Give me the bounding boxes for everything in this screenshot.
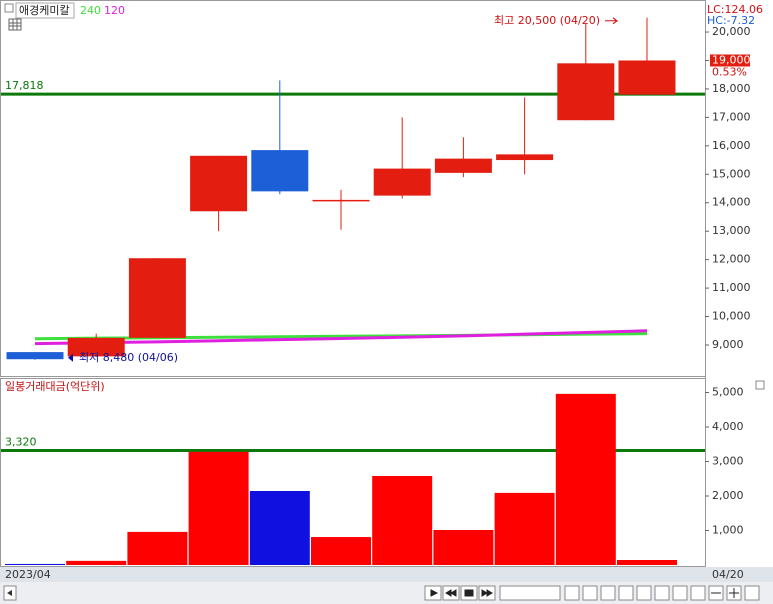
last-price-tag — [710, 54, 750, 67]
volume-bar — [494, 492, 555, 565]
candle-body — [373, 168, 431, 196]
volume-bar — [617, 559, 677, 565]
date-strip — [0, 567, 773, 582]
volume-bar — [433, 529, 494, 565]
legend-entry: 120 — [104, 4, 125, 17]
x-start-label: 2023/04 — [5, 568, 51, 581]
candle-body — [496, 154, 554, 161]
tool-button[interactable] — [582, 585, 598, 601]
font-button[interactable] — [744, 585, 760, 601]
candle-body — [618, 60, 676, 95]
volume-bar — [66, 560, 127, 565]
min-annotation: 최저 8,480 (04/06) — [79, 351, 178, 364]
candle-body — [434, 158, 492, 173]
toolbar-icons — [430, 588, 739, 598]
grid-icon-lines — [9, 19, 21, 30]
candle-body — [251, 150, 309, 192]
moving-average — [34, 329, 648, 346]
last-price-label: 19,000 — [712, 53, 751, 66]
candle-body — [6, 352, 64, 360]
candle-body — [557, 63, 615, 121]
tool-button[interactable] — [564, 585, 580, 601]
candle-body — [67, 337, 125, 357]
y-tick-label: 9,000 — [712, 338, 744, 351]
tool-button[interactable] — [654, 585, 670, 601]
scroll-bar — [0, 582, 773, 604]
y-tick-label: 10,000 — [712, 310, 751, 323]
volume-bar — [555, 393, 616, 565]
y-tick-label: 20,000 — [712, 25, 751, 38]
y-tick-label: 14,000 — [712, 196, 751, 209]
pane-close-icon[interactable] — [755, 380, 765, 390]
candle-body — [190, 155, 248, 212]
y-tick-label: 4,000 — [712, 420, 744, 433]
min-arrow — [68, 353, 73, 362]
candle-body — [312, 199, 370, 202]
reference-label: 3,320 — [5, 435, 37, 448]
y-tick-label: 17,000 — [712, 110, 751, 123]
y-tick-label: 13,000 — [712, 224, 751, 237]
volume-bar — [249, 490, 310, 565]
hc-label: HC:-7.32 — [707, 14, 755, 27]
toolbar — [424, 585, 760, 601]
max-arrow — [605, 17, 619, 25]
lc-label: LC:124.06 — [707, 3, 763, 16]
volume-bar — [311, 537, 371, 565]
y-tick-label: 2,000 — [712, 489, 744, 502]
tool-button[interactable] — [618, 585, 634, 601]
candle-body — [128, 258, 186, 338]
y-tick-label: 5,000 — [712, 385, 744, 398]
y-tick-label: 15,000 — [712, 167, 751, 180]
y-tick-label: 3,000 — [712, 454, 744, 467]
legend-entry: 240 — [80, 4, 101, 17]
tool-button[interactable] — [690, 585, 706, 601]
tool-button[interactable] — [636, 585, 652, 601]
y-tick-label: 11,000 — [712, 281, 751, 294]
tool-button[interactable] — [672, 585, 688, 601]
y-tick-label: 1,000 — [712, 523, 744, 536]
arrow-icon — [7, 590, 12, 596]
zoom-slider[interactable] — [499, 585, 561, 601]
y-tick-label: 12,000 — [712, 253, 751, 266]
volume-bar — [188, 451, 249, 565]
change-label: 0.53% — [712, 65, 747, 78]
stock-title: 애경케미칼 — [19, 4, 70, 17]
y-tick-label: 18,000 — [712, 82, 751, 95]
pane-menu-icon[interactable] — [4, 3, 14, 13]
tool-button[interactable] — [600, 585, 616, 601]
x-end-label: 04/20 — [712, 568, 744, 581]
grid-icon[interactable] — [8, 18, 22, 31]
max-annotation: 최고 20,500 (04/20) — [494, 14, 600, 27]
volume-bar — [372, 475, 433, 565]
volume-bar — [127, 531, 188, 565]
y-tick-label: 16,000 — [712, 139, 751, 152]
title-box — [15, 2, 75, 19]
volume-title: 일봉거래대금(억단위) — [5, 379, 105, 393]
reference-label: 17,818 — [5, 79, 44, 92]
volume-bar — [5, 563, 65, 565]
